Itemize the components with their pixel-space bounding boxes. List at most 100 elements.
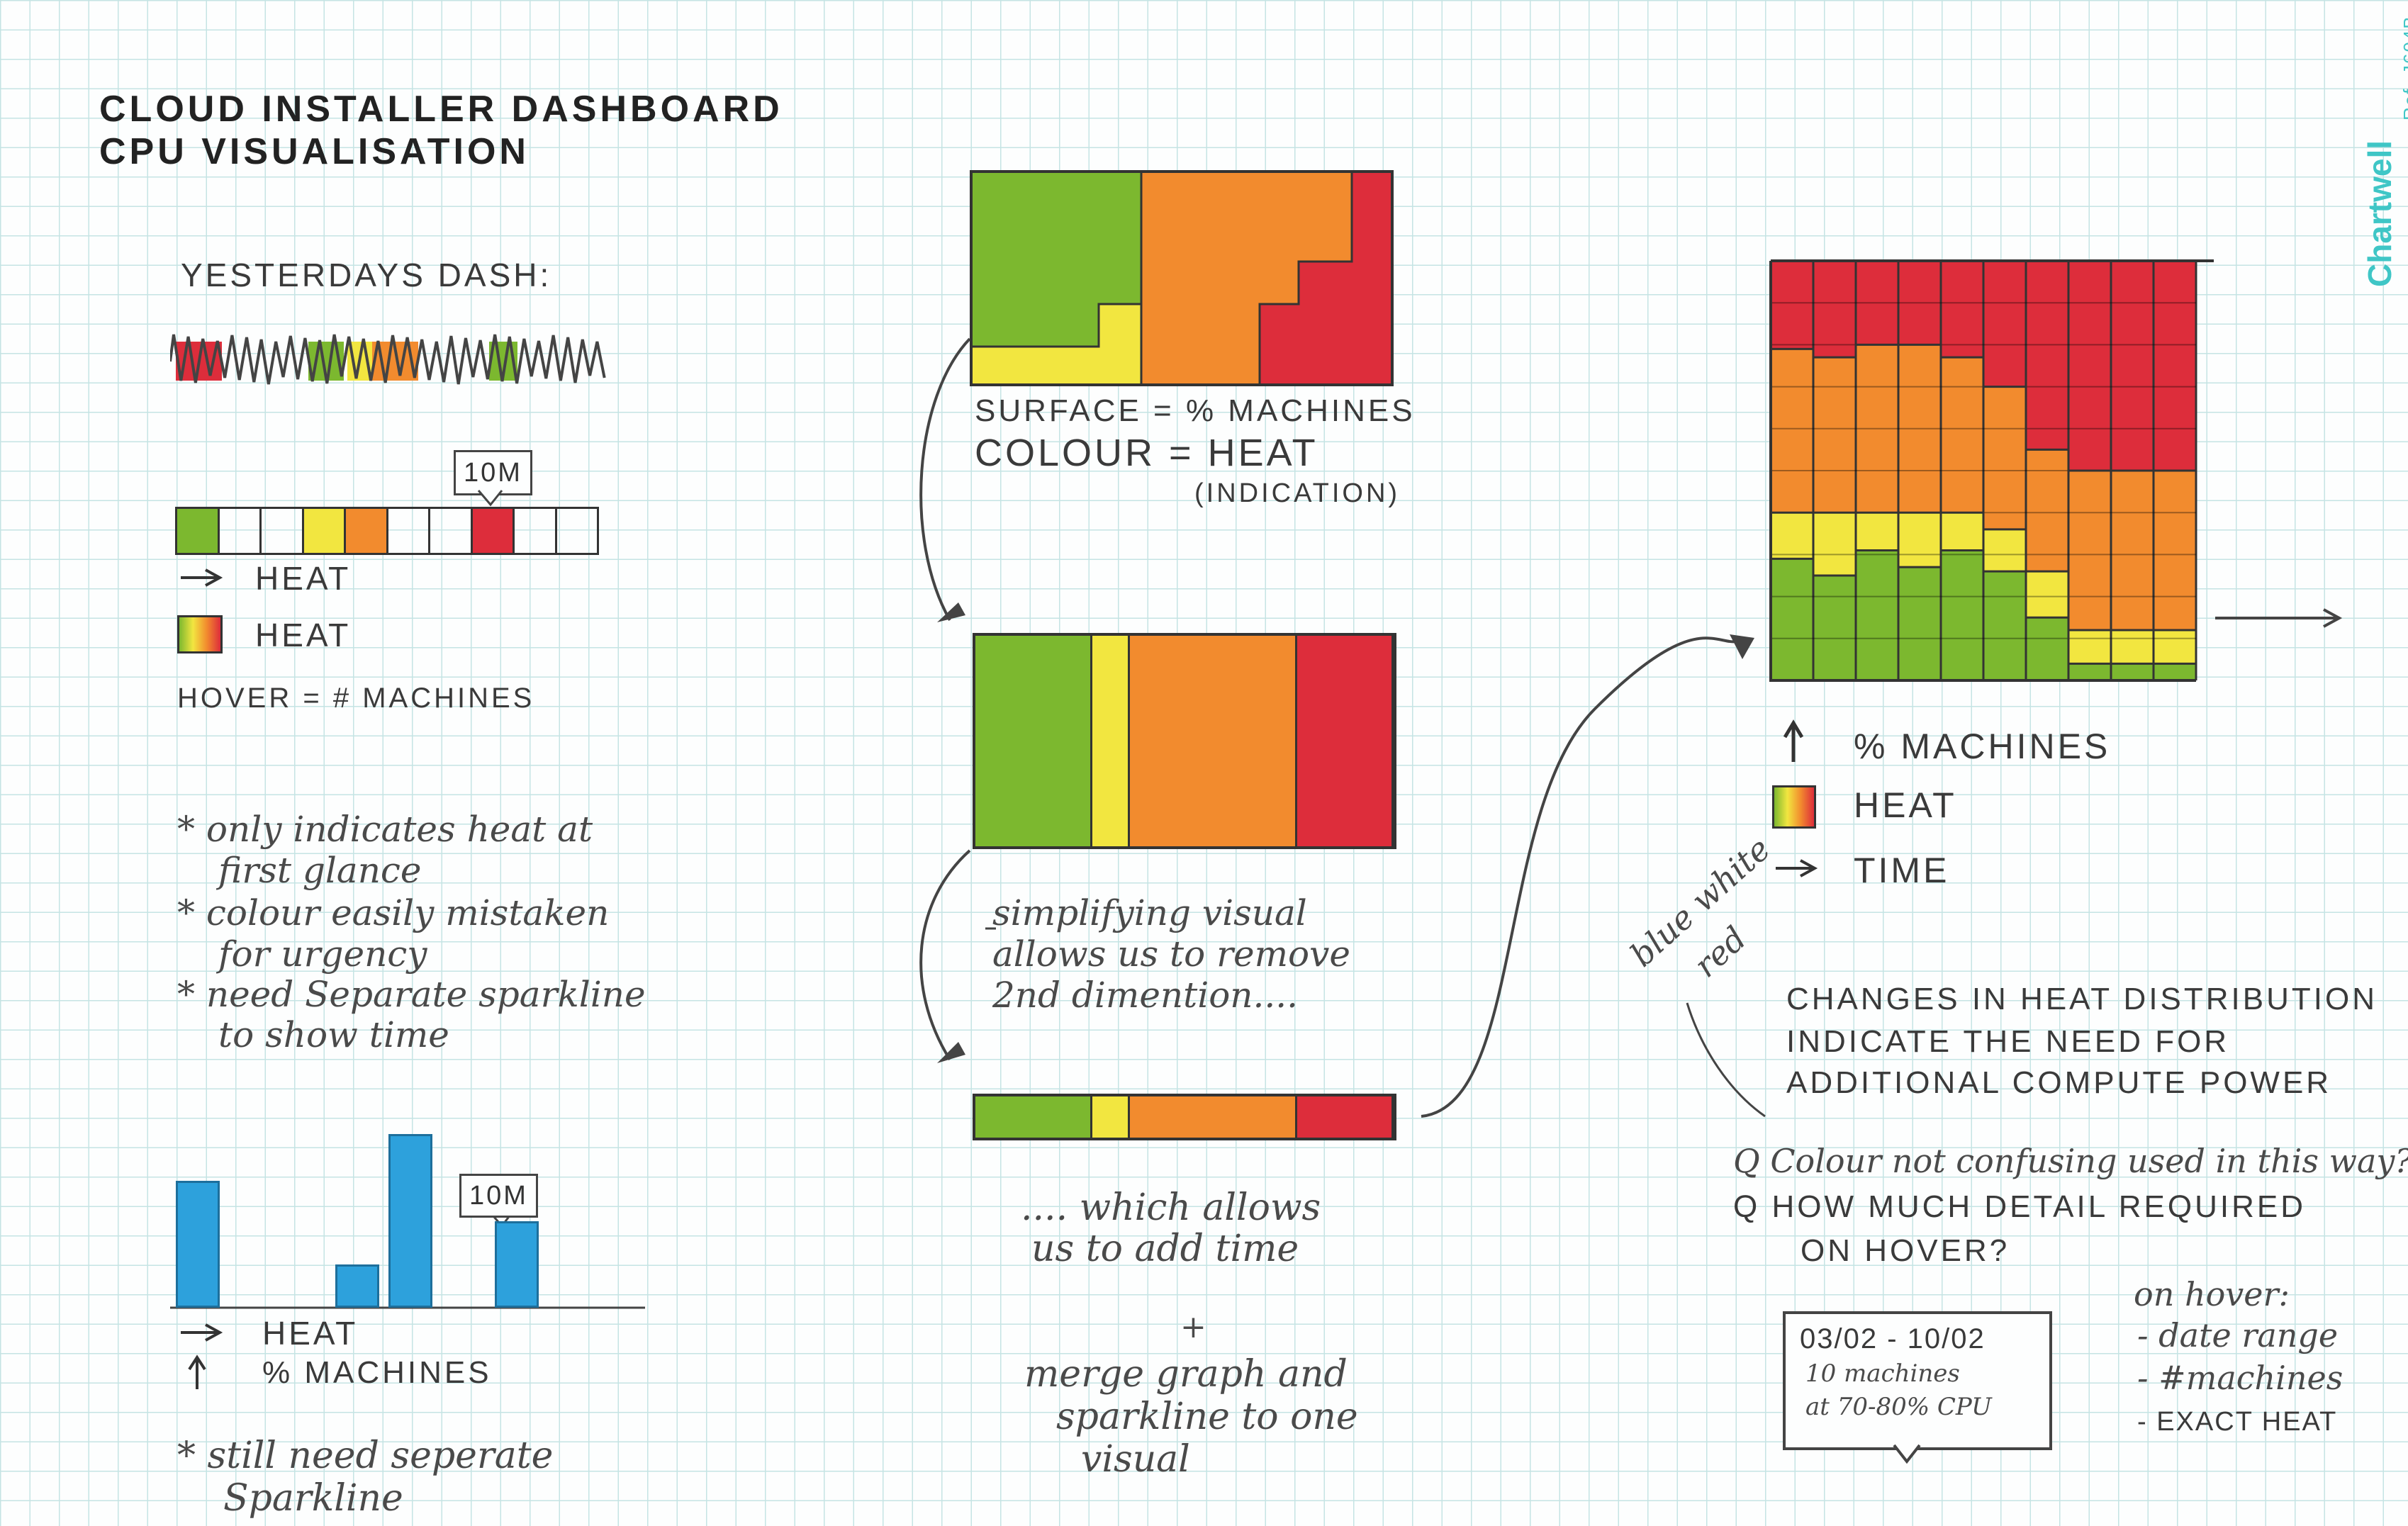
note-line: * only indicates heat at [177, 809, 593, 850]
plus-sign: + [1180, 1309, 1206, 1345]
question-2-cont: ON HOVER? [1801, 1233, 2010, 1268]
heat-strip [175, 507, 599, 555]
heat-band-orange [1130, 1096, 1298, 1138]
heat-cell-red [1771, 261, 1813, 349]
heat-distribution-panel [973, 633, 1396, 849]
heat-time-strip [973, 1094, 1396, 1140]
heat-cell-green [1983, 571, 2026, 680]
question-1: Q Colour not confusing used in this way? [1733, 1142, 2408, 1180]
heat-cell-orange [1813, 357, 1856, 513]
brand-ref: Ref. J604B [2399, 15, 2408, 120]
heat-strip-cell [428, 507, 473, 555]
heat-band-green [975, 636, 1093, 846]
note-line: to show time [218, 1014, 449, 1055]
heat-cell-yellow [1898, 512, 1941, 568]
brand-name: Chartwell [2361, 140, 2398, 287]
heat-strip-cell [217, 507, 262, 555]
heat-strip-cell [344, 507, 388, 555]
heat-cell-yellow [2026, 571, 2068, 618]
heat-cell-orange [1856, 344, 1898, 513]
heat-cell-green [1898, 567, 1941, 680]
hover-item: - date range [2137, 1316, 2339, 1354]
machines-bar-chart [176, 1134, 601, 1308]
machines-bar [388, 1134, 432, 1308]
note-line: for urgency [218, 933, 427, 975]
legend1-color-label: HEAT [255, 617, 352, 653]
heat-cell-green [2111, 663, 2154, 680]
heat-gradient-icon [1772, 785, 1816, 829]
right-legend-color: HEAT [1854, 785, 1957, 825]
note2-line: * still need seperate [177, 1435, 554, 1477]
heat-cell-orange [2068, 471, 2111, 630]
legend1-time-label: HEAT [255, 560, 352, 597]
band-boundary [1771, 511, 2196, 632]
heat-band-orange [1130, 636, 1298, 846]
heat-cell-yellow [1771, 512, 1813, 559]
time-line: .... which allows [1021, 1186, 1321, 1229]
heat-cell-red [2111, 261, 2154, 471]
right-legend-x: TIME [1854, 851, 1950, 890]
machines-bar [495, 1221, 539, 1308]
chart-axes [1769, 259, 2214, 682]
heat-band-yellow [1092, 636, 1131, 846]
heat-cell-orange [2026, 449, 2068, 572]
time-line: us to add time [1031, 1228, 1299, 1270]
tooltip-heat: at 70-80% CPU [1805, 1393, 1992, 1421]
note-line: first glance [218, 850, 422, 891]
hover-label: HOVER = # MACHINES [177, 683, 535, 714]
legend2-y-label: % MACHINES [262, 1355, 492, 1390]
heat-cell-orange [2154, 471, 2196, 630]
brand-mark: Chartwell [2361, 140, 2399, 287]
heat-strip-cell [175, 507, 220, 555]
heat-cell-red [2154, 261, 2196, 471]
surface-heat-drawing [973, 173, 1391, 383]
bar-tooltip: 10M [459, 1174, 538, 1218]
heat-cell-red [2026, 261, 2068, 450]
heat-gradient-icon [177, 615, 223, 653]
colour-label: COLOUR = HEAT [975, 432, 1318, 474]
heat-cell-yellow [2068, 629, 2111, 664]
heat-band-yellow [1092, 1096, 1131, 1138]
heat-strip-cell [386, 507, 430, 555]
heat-cell-orange [1898, 344, 1941, 513]
heat-cell-green [1771, 559, 1813, 680]
heat-cell-green [2154, 663, 2196, 680]
machines-bar [176, 1181, 220, 1308]
changes-line: CHANGES IN HEAT DISTRIBUTION [1786, 982, 2378, 1016]
surface-label: SURFACE = % MACHINES [975, 393, 1416, 428]
hover-title: on hover: [2134, 1275, 2290, 1313]
sparkline-scribble [170, 334, 606, 385]
heat-band-red [1297, 636, 1394, 846]
machines-bar [335, 1264, 379, 1308]
heat-cell-red [1856, 261, 1898, 345]
heat-cell-yellow [2111, 629, 2154, 664]
heat-cell-orange [2111, 471, 2154, 630]
surface-heat-panel [970, 170, 1394, 386]
heat-band-green [975, 1096, 1093, 1138]
heat-cell-red [1983, 261, 2026, 387]
simplify-line: 2nd dimention.... [992, 975, 1299, 1016]
merge-line: visual [1081, 1438, 1190, 1481]
heat-cell-yellow [1856, 512, 1898, 551]
changes-line: INDICATE THE NEED FOR [1786, 1024, 2230, 1059]
heat-cell-yellow [1813, 512, 1856, 576]
page-title: CLOUD INSTALLER DASHBOARD [99, 89, 783, 130]
heat-cell-red [1813, 261, 1856, 358]
heat-cell-green [2068, 663, 2111, 680]
band-boundary [1771, 549, 2196, 665]
hover-item: - EXACT HEAT [2137, 1407, 2338, 1437]
strip-tooltip: 10M [454, 450, 532, 495]
heat-strip-cell [470, 507, 515, 555]
simplify-line: simplifying visual [992, 892, 1307, 933]
right-legend-y: % MACHINES [1854, 726, 2111, 766]
heat-cell-red [1898, 261, 1941, 345]
heat-strip-cell [513, 507, 557, 555]
merge-line: merge graph and [1024, 1353, 1348, 1396]
heat-cell-orange [1983, 386, 2026, 529]
heat-cell-green [2026, 617, 2068, 680]
band-boundary [1771, 343, 2196, 472]
tooltip-date-range: 03/02 - 10/02 [1800, 1323, 1986, 1354]
merge-line: sparkline to one [1056, 1396, 1358, 1438]
legend2-x-label: HEAT [262, 1315, 359, 1352]
hover-tooltip-mockup: 03/02 - 10/02 10 machines at 70-80% CPU [1783, 1311, 2052, 1450]
